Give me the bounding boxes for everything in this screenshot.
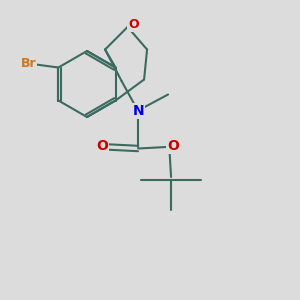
Text: O: O [128, 17, 139, 31]
Text: O: O [96, 139, 108, 152]
Text: O: O [167, 139, 179, 152]
Text: Br: Br [21, 56, 36, 70]
Text: N: N [132, 104, 144, 118]
